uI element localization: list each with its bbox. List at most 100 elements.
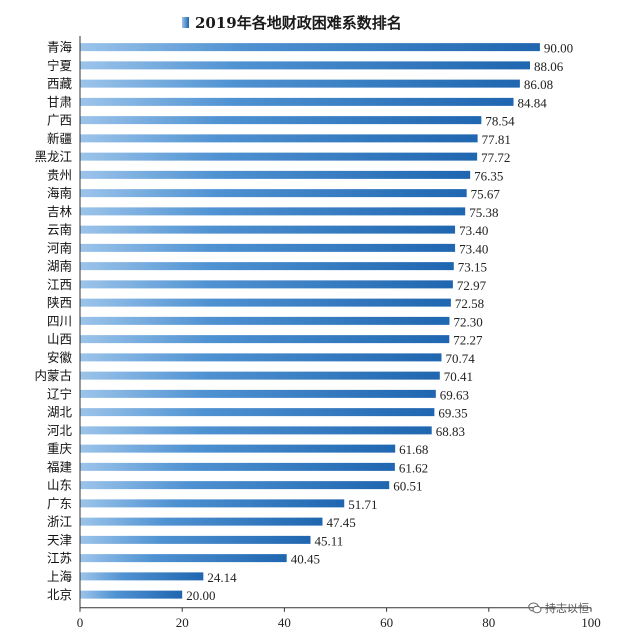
value-label: 72.97	[457, 278, 487, 293]
watermark-text: 持志以恒	[545, 602, 589, 615]
value-label: 70.74	[445, 351, 475, 366]
bar	[80, 152, 478, 161]
value-label: 72.58	[455, 296, 484, 311]
x-tick-label: 100	[581, 615, 601, 630]
category-label: 黑龙江	[34, 149, 72, 164]
value-label: 73.15	[458, 260, 487, 275]
legend-swatch	[182, 17, 189, 28]
category-label: 河南	[47, 240, 72, 255]
value-label: 90.00	[544, 41, 573, 56]
x-tick-label: 0	[77, 615, 84, 630]
bar	[80, 462, 395, 471]
bar	[80, 207, 466, 216]
bar	[80, 426, 432, 435]
category-label: 江西	[47, 277, 72, 292]
category-label: 浙江	[47, 514, 72, 529]
bar	[80, 298, 451, 307]
category-label: 青海	[47, 40, 73, 55]
category-label: 北京	[47, 587, 72, 602]
x-axis: 0 20 40 60 80 100	[77, 36, 601, 630]
bar	[80, 61, 530, 70]
value-label: 69.63	[440, 387, 469, 402]
value-label: 40.45	[291, 552, 320, 567]
x-tick-label: 20	[176, 615, 189, 630]
bars-group: 青海 90.00 宁夏 88.06 西藏 86.08 甘肃 84.84 广西 78.54 新疆 77.…	[34, 40, 573, 604]
value-label: 78.54	[485, 114, 515, 129]
x-tick-label: 40	[278, 615, 291, 630]
value-label: 68.83	[436, 424, 465, 439]
value-label: 20.00	[186, 588, 215, 603]
x-tick-label: 80	[482, 615, 495, 630]
category-label: 宁夏	[47, 58, 73, 73]
value-label: 70.41	[444, 369, 473, 384]
bar	[80, 170, 471, 179]
category-label: 贵州	[47, 167, 72, 182]
category-label: 四川	[47, 313, 72, 328]
bar	[80, 243, 456, 252]
value-label: 61.62	[399, 460, 428, 475]
value-label: 72.30	[453, 314, 482, 329]
category-label: 河北	[47, 423, 73, 438]
category-label: 西藏	[47, 76, 73, 91]
bar	[80, 280, 453, 289]
bar	[80, 554, 287, 563]
bar	[80, 481, 390, 490]
bar	[80, 43, 540, 52]
bar	[80, 262, 454, 271]
bar	[80, 590, 183, 599]
category-label: 江苏	[47, 551, 72, 566]
x-tick-label: 60	[380, 615, 393, 630]
bar	[80, 572, 204, 581]
value-label: 47.45	[326, 515, 355, 530]
category-label: 广东	[47, 496, 72, 511]
category-label: 山西	[47, 332, 72, 347]
value-label: 76.35	[474, 168, 503, 183]
value-label: 88.06	[534, 59, 564, 74]
value-label: 86.08	[524, 77, 553, 92]
bar	[80, 517, 323, 526]
value-label: 60.51	[393, 479, 422, 494]
category-label: 广西	[47, 113, 72, 128]
category-label: 甘肃	[47, 94, 72, 109]
value-label: 84.84	[518, 95, 548, 110]
value-label: 45.11	[315, 533, 344, 548]
category-label: 福建	[47, 459, 73, 474]
category-label: 重庆	[47, 441, 73, 456]
category-label: 新疆	[47, 131, 72, 146]
chart-title: 2019年各地财政困难系数排名	[182, 14, 402, 32]
bar	[80, 97, 514, 106]
bar	[80, 408, 435, 417]
title-text: 2019年各地财政困难系数排名	[195, 14, 402, 32]
category-label: 湖南	[47, 259, 72, 274]
bar	[80, 499, 345, 508]
watermark: 持志以恒	[528, 598, 618, 618]
category-label: 云南	[47, 222, 72, 237]
category-label: 陕西	[47, 295, 72, 310]
category-label: 湖北	[47, 405, 73, 420]
value-label: 24.14	[207, 570, 237, 585]
category-label: 天津	[47, 532, 72, 547]
value-label: 61.68	[399, 442, 428, 457]
category-label: 山东	[47, 478, 72, 493]
wechat-icon	[528, 602, 542, 614]
value-label: 73.40	[459, 223, 488, 238]
bar	[80, 225, 456, 234]
value-label: 69.35	[438, 406, 467, 421]
bar	[80, 335, 450, 344]
value-label: 73.40	[459, 241, 488, 256]
value-label: 77.81	[482, 132, 511, 147]
bar	[80, 134, 478, 143]
bar	[80, 371, 440, 380]
bar	[80, 535, 311, 544]
category-label: 内蒙古	[34, 368, 72, 383]
bar	[80, 116, 482, 125]
bar	[80, 389, 436, 398]
category-label: 上海	[47, 569, 73, 584]
bar	[80, 444, 396, 453]
bar	[80, 316, 450, 325]
value-label: 51.71	[348, 497, 377, 512]
category-label: 辽宁	[47, 386, 72, 401]
value-label: 75.38	[469, 205, 498, 220]
bar	[80, 79, 520, 88]
bar	[80, 189, 467, 198]
